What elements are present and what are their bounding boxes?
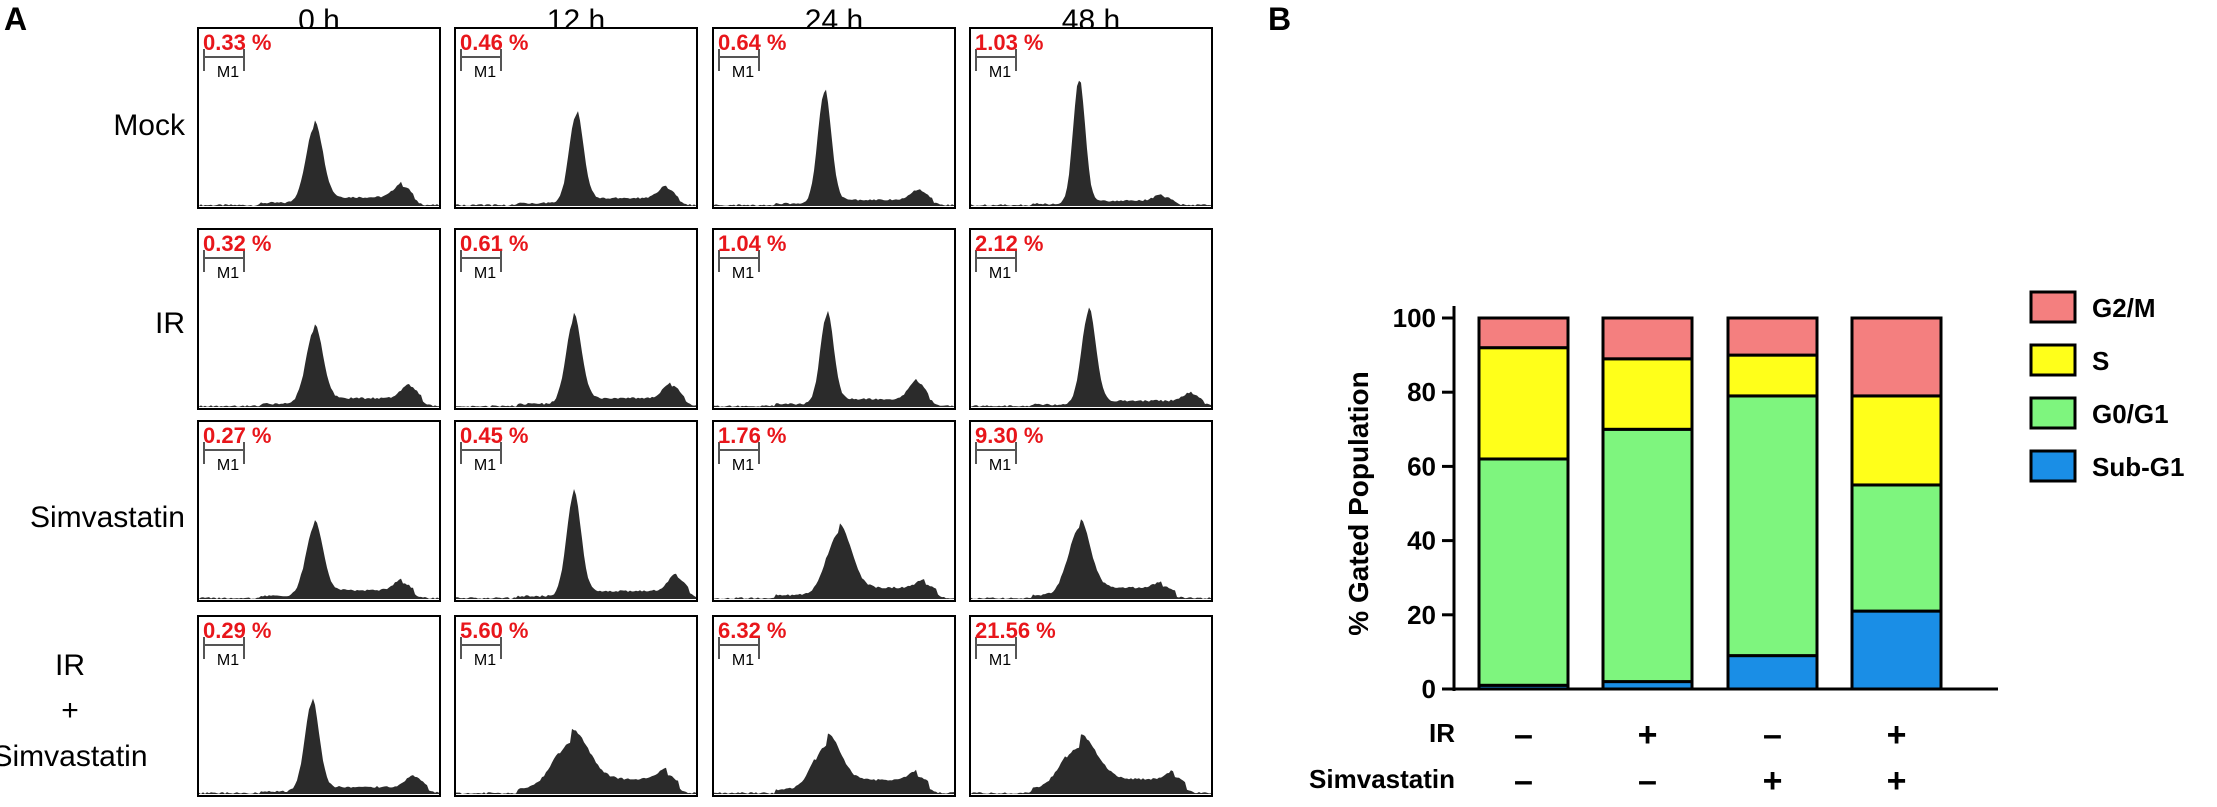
sub-g1-percent: 0.45 % <box>460 423 529 448</box>
bar-segment-s <box>1477 346 1570 461</box>
y-tick-label: 0 <box>1422 674 1436 704</box>
bar-segment-s <box>1601 357 1694 431</box>
dna-content-histogram <box>456 489 696 599</box>
sub-g1-percent: 9.30 % <box>975 423 1044 448</box>
row-label: IR <box>55 649 85 682</box>
legend-label: Sub-G1 <box>2092 452 2184 482</box>
y-tick-label: 40 <box>1407 526 1436 556</box>
sub-g1-percent: 6.32 % <box>718 618 787 643</box>
bar-segment-sub-g1 <box>1726 654 1819 691</box>
dna-content-histogram <box>971 734 1211 794</box>
sub-g1-percent: 0.64 % <box>718 30 787 55</box>
dna-content-histogram <box>199 324 439 407</box>
dna-content-histogram <box>456 728 696 794</box>
bar-segment-s <box>1726 353 1819 398</box>
y-axis-title: % Gated Population <box>1343 371 1374 635</box>
dna-content-histogram <box>714 733 954 794</box>
sub-g1-percent: 0.61 % <box>460 231 529 256</box>
sub-g1-percent: 0.32 % <box>203 231 272 256</box>
sub-g1-percent: 0.27 % <box>203 423 272 448</box>
row-label: Simvastatin <box>30 501 185 534</box>
condition-label: Simvastatin <box>1309 764 1455 794</box>
condition-sign: – <box>1638 762 1657 800</box>
bar-segment-g2-m <box>1601 316 1694 361</box>
legend-label: G2/M <box>2092 293 2156 323</box>
dna-content-histogram <box>714 310 954 407</box>
legend-label: S <box>2092 346 2109 376</box>
gate-label: M1 <box>989 265 1011 282</box>
sub-g1-percent: 0.29 % <box>203 618 272 643</box>
row-label: Simvastatin <box>0 740 148 773</box>
sub-g1-percent: 1.04 % <box>718 231 787 256</box>
y-tick-label: 20 <box>1407 600 1436 630</box>
gate-label: M1 <box>474 265 496 282</box>
gate-label: M1 <box>474 457 496 474</box>
gate-label: M1 <box>732 64 754 81</box>
sub-g1-percent: 21.56 % <box>975 618 1056 643</box>
panel-b-chart: 0 20 40 60 80 100 % Gated Population IR – + – + Simv… <box>1309 290 2184 800</box>
bar-segment-g0-g1 <box>1477 457 1570 687</box>
y-tick-label: 100 <box>1393 303 1436 333</box>
condition-sign: – <box>1514 762 1533 800</box>
bar-segment-sub-g1 <box>1850 609 1943 691</box>
gate-label: M1 <box>989 64 1011 81</box>
legend-swatch <box>2029 343 2077 377</box>
dna-content-histogram <box>456 312 696 407</box>
legend-swatch <box>2029 396 2077 430</box>
dna-content-histogram <box>199 520 439 599</box>
legend-swatch <box>2029 449 2077 483</box>
sub-g1-percent: 0.46 % <box>460 30 529 55</box>
bar-segment-g0-g1 <box>1601 427 1694 684</box>
legend-label: G0/G1 <box>2092 399 2169 429</box>
panel-b-letter: B <box>1268 1 1291 37</box>
bar-segment-g0-g1 <box>1850 483 1943 613</box>
condition-sign: + <box>1763 762 1783 800</box>
dna-content-histogram <box>971 307 1211 407</box>
gate-label: M1 <box>474 652 496 669</box>
gate-label: M1 <box>732 265 754 282</box>
condition-sign: + <box>1638 716 1658 754</box>
panel-a-letter: A <box>4 1 27 37</box>
bar-segment-g0-g1 <box>1726 394 1819 658</box>
dna-content-histogram <box>456 111 696 206</box>
row-label: + <box>61 694 79 727</box>
gate-label: M1 <box>217 64 239 81</box>
row-label: IR <box>155 307 185 340</box>
row-label: Mock <box>113 109 186 142</box>
gate-label: M1 <box>217 457 239 474</box>
dna-content-histogram <box>199 120 439 206</box>
dna-content-histogram <box>714 523 954 599</box>
gate-label: M1 <box>989 652 1011 669</box>
bar-segment-g2-m <box>1726 316 1819 357</box>
condition-label: IR <box>1429 718 1455 748</box>
gate-label: M1 <box>217 652 239 669</box>
condition-sign: + <box>1887 716 1907 754</box>
gate-label: M1 <box>474 64 496 81</box>
condition-sign: – <box>1763 716 1782 754</box>
condition-sign: – <box>1514 716 1533 754</box>
gate-label: M1 <box>732 652 754 669</box>
bar-segment-g2-m <box>1477 316 1570 350</box>
y-tick-label: 80 <box>1407 377 1436 407</box>
dna-content-histogram <box>971 519 1211 599</box>
gate-label: M1 <box>732 457 754 474</box>
gate-label: M1 <box>217 265 239 282</box>
sub-g1-percent: 0.33 % <box>203 30 272 55</box>
legend-swatch <box>2029 290 2077 324</box>
dna-content-histogram <box>714 89 954 206</box>
dna-content-histogram <box>199 698 439 794</box>
sub-g1-percent: 2.12 % <box>975 231 1044 256</box>
sub-g1-percent: 1.03 % <box>975 30 1044 55</box>
bar-segment-s <box>1850 394 1943 487</box>
sub-g1-percent: 1.76 % <box>718 423 787 448</box>
sub-g1-percent: 5.60 % <box>460 618 529 643</box>
y-tick-label: 60 <box>1407 451 1436 481</box>
condition-sign: + <box>1887 762 1907 800</box>
histogram-frame <box>969 27 1213 209</box>
bar-segment-g2-m <box>1850 316 1943 398</box>
gate-label: M1 <box>989 457 1011 474</box>
